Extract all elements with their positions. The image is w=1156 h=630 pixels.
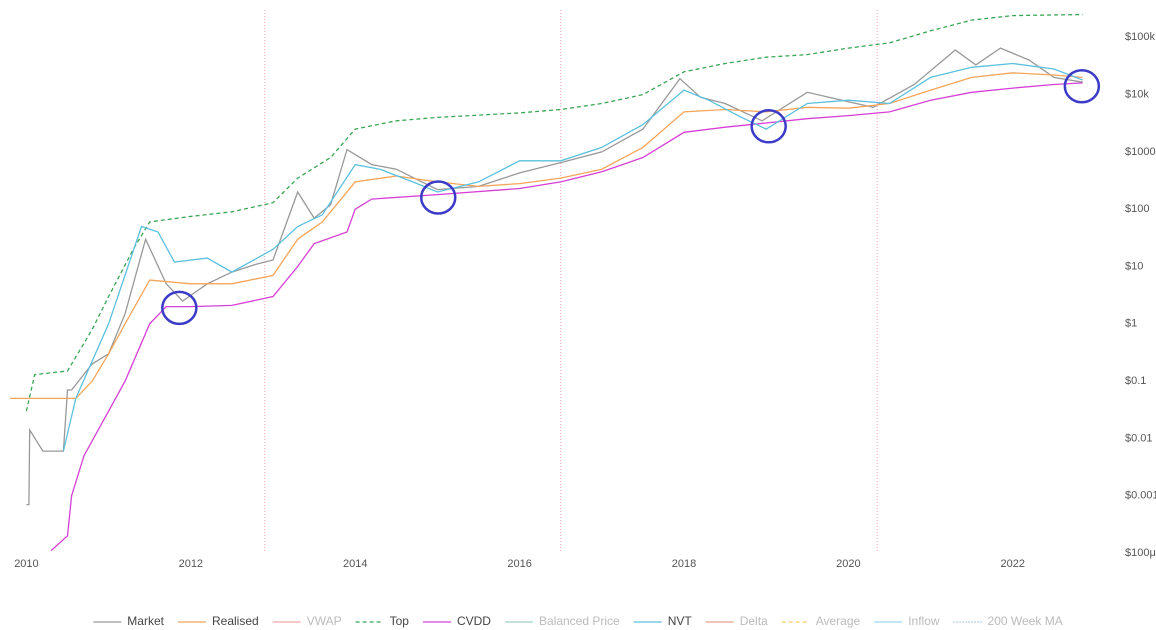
legend: Market Realised VWAP Top CVDD Balanced Price N… [93,614,1063,628]
x-tick-label: 2020 [836,558,860,570]
legend-item[interactable]: Delta [705,614,768,628]
legend-label: CVDD [457,614,491,628]
legend-label: Average [816,614,861,628]
legend-label: 200 Week MA [988,614,1063,628]
series-line [26,47,1083,506]
series-line [10,72,1083,400]
x-tick-label: 2012 [179,558,203,570]
legend-item[interactable]: Average [781,614,861,628]
legend-label: Market [127,614,164,628]
legend-item[interactable]: Inflow [874,614,940,628]
series-line [25,13,1083,412]
x-tick-label: 2016 [507,558,531,570]
legend-item[interactable]: 200 Week MA [953,614,1063,628]
legend-label: NVT [668,614,693,628]
legend-label: VWAP [307,614,342,628]
y-tick-label: $100k [1125,31,1155,43]
y-tick-label: $1 [1125,318,1137,330]
legend-item[interactable]: VWAP [272,614,342,628]
x-tick-label: 2022 [1001,558,1025,570]
legend-item[interactable]: Top [355,614,410,628]
y-tick-label: $0.1 [1125,375,1146,387]
legend-label: Balanced Price [539,614,620,628]
legend-item[interactable]: Realised [177,614,259,628]
highlight-circle [750,109,787,144]
highlight-circle [1063,69,1101,104]
highlight-circle [161,290,198,326]
x-tick-label: 2014 [343,558,367,570]
legend-label: Delta [740,614,768,628]
x-tick-label: 2010 [14,558,38,570]
legend-label: Top [390,614,410,628]
y-tick-label: $100 [1125,203,1149,215]
legend-label: Inflow [908,614,940,628]
y-tick-label: $100μ [1125,547,1156,559]
legend-label: Realised [212,614,259,628]
legend-item[interactable]: CVDD [422,614,491,628]
series-line [50,82,1083,552]
legend-item[interactable]: Market [93,614,165,628]
y-tick-label: $1000 [1125,146,1156,158]
y-tick-label: $10k [1125,89,1149,101]
y-tick-label: $0.001 [1125,490,1156,502]
highlight-circle [419,180,457,215]
x-tick-label: 2018 [672,558,696,570]
legend-item[interactable]: NVT [633,614,693,628]
legend-item[interactable]: Balanced Price [504,614,620,628]
series-line [62,62,1083,452]
y-tick-label: $0.01 [1125,432,1153,444]
y-tick-label: $10 [1125,260,1143,272]
